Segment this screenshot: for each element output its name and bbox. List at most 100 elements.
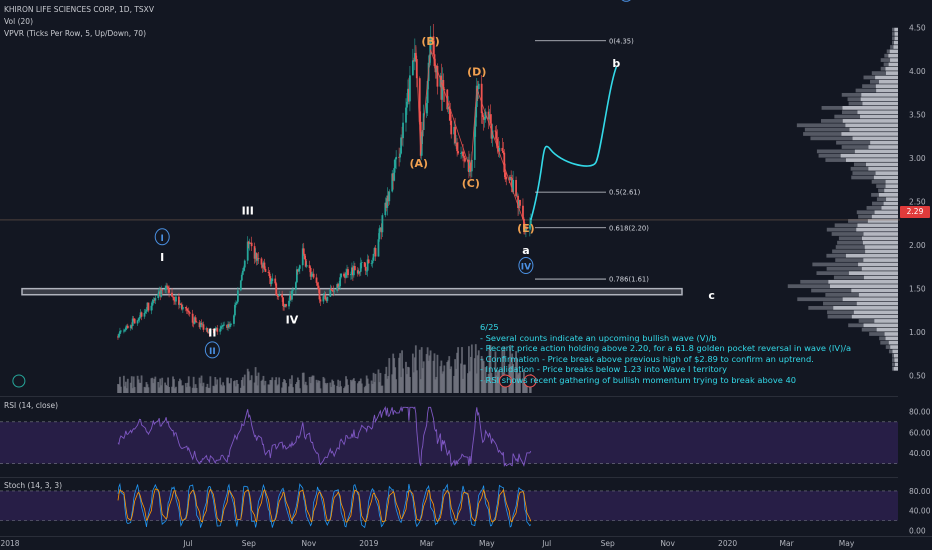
projection-curve xyxy=(530,66,618,221)
candle-body xyxy=(243,260,246,268)
candle-body xyxy=(384,202,387,216)
volume-bar xyxy=(164,382,167,393)
candle-body xyxy=(174,300,176,302)
candle-body xyxy=(311,273,314,275)
candle-body xyxy=(288,300,290,307)
volume-bar xyxy=(446,362,449,393)
candle-body xyxy=(250,242,253,247)
vpvr-bar-down xyxy=(838,236,862,241)
volume-bar xyxy=(144,387,147,393)
candle-body xyxy=(363,262,366,267)
volume-bar xyxy=(206,383,209,393)
volume-bar xyxy=(318,380,321,393)
candle-body xyxy=(518,199,520,209)
candle-body xyxy=(212,328,215,330)
volume-bar xyxy=(405,361,407,393)
candle-body xyxy=(208,331,211,334)
candle-body xyxy=(126,325,129,329)
vpvr-bar-up xyxy=(858,292,898,297)
vpvr-bar-up xyxy=(884,188,898,193)
candle-body xyxy=(199,322,202,328)
volume-bar xyxy=(432,360,435,393)
vpvr-bar-down xyxy=(797,297,843,302)
vpvr-bar-up xyxy=(828,279,898,284)
vpvr-bar-down xyxy=(837,240,863,245)
candle-body xyxy=(215,328,218,330)
wave-label-circle xyxy=(204,341,220,359)
stoch-indicator-label[interactable]: Stoch (14, 3, 3) xyxy=(4,481,63,490)
volume-bar xyxy=(188,386,191,393)
candle-body xyxy=(484,111,487,119)
volume-bar xyxy=(274,380,277,393)
candle-body xyxy=(488,114,491,120)
volume-bar xyxy=(123,386,126,393)
vpvr-bar-down xyxy=(848,219,868,223)
time-axis-label: 2020 xyxy=(718,539,737,548)
volume-bar xyxy=(285,383,287,393)
volume-bar xyxy=(205,386,208,393)
candle-body xyxy=(171,292,173,297)
vpvr-bar-down xyxy=(878,188,885,193)
vpvr-indicator-label[interactable]: VPVR (Ticks Per Row, 5, Up/Down, 70) xyxy=(4,29,147,38)
candle-body xyxy=(414,53,417,60)
volume-bar xyxy=(278,377,281,393)
candle-body xyxy=(425,103,428,114)
rsi-indicator-label[interactable]: RSI (14, close) xyxy=(4,401,59,410)
volume-bar xyxy=(193,388,196,393)
volume-bar xyxy=(215,384,218,393)
volume-bar xyxy=(195,387,198,393)
stoch-pane: 0.00 40.00 80.00 xyxy=(0,482,931,536)
candle-body xyxy=(295,269,298,283)
candle-body xyxy=(206,328,209,333)
candle-body xyxy=(123,329,126,331)
volume-bar xyxy=(277,384,280,393)
wave-lines xyxy=(415,45,527,228)
candle-body xyxy=(175,296,177,302)
volume-bar xyxy=(456,352,459,393)
volume-bar xyxy=(333,384,336,393)
volume-bar xyxy=(184,383,187,393)
candle-body xyxy=(289,295,291,301)
volume-bar xyxy=(393,358,396,393)
vpvr-bar-up xyxy=(848,271,898,275)
volume-bar xyxy=(201,386,204,393)
candle-body xyxy=(241,270,244,275)
volume-bar xyxy=(256,385,259,393)
volume-bar xyxy=(147,387,150,393)
candle-body xyxy=(464,157,466,162)
candle-body xyxy=(413,53,416,62)
volume-bar xyxy=(229,383,231,393)
candle-body xyxy=(230,323,232,325)
candle-body xyxy=(301,248,304,266)
candle-body xyxy=(528,225,531,229)
time-axis: 2018 Jul Sep Nov 2019 Mar May Jul Sep Nov 2020 Mar M… xyxy=(0,539,854,548)
volume-bar xyxy=(467,373,469,393)
candle-body xyxy=(284,304,286,307)
candle-body xyxy=(370,263,373,265)
candle-body xyxy=(347,269,349,276)
candle-body xyxy=(186,310,189,312)
volume-bar xyxy=(310,376,313,393)
candle-body xyxy=(333,290,336,292)
volume-bar xyxy=(305,385,308,393)
volume-bar xyxy=(519,371,521,393)
volume-indicator-label[interactable]: Vol (20) xyxy=(4,17,34,26)
candle-body xyxy=(234,304,236,316)
candle-body xyxy=(129,325,132,329)
vpvr-bar-down xyxy=(876,197,887,202)
vpvr-bar-up xyxy=(845,158,898,162)
volume-bar xyxy=(240,379,243,393)
volume-bar xyxy=(289,378,291,393)
event-marker-icon xyxy=(498,374,512,388)
volume-bar xyxy=(353,380,356,393)
volume-bar xyxy=(392,353,395,393)
candle-body xyxy=(429,36,432,55)
wave-label-circle xyxy=(154,228,170,246)
time-axis-label: Jul xyxy=(182,539,192,548)
volume-bar xyxy=(469,356,472,393)
volume-bar xyxy=(515,351,517,393)
candle-body xyxy=(227,324,229,328)
stoch-d-line xyxy=(117,488,532,523)
vpvr-bar-down xyxy=(876,184,886,189)
